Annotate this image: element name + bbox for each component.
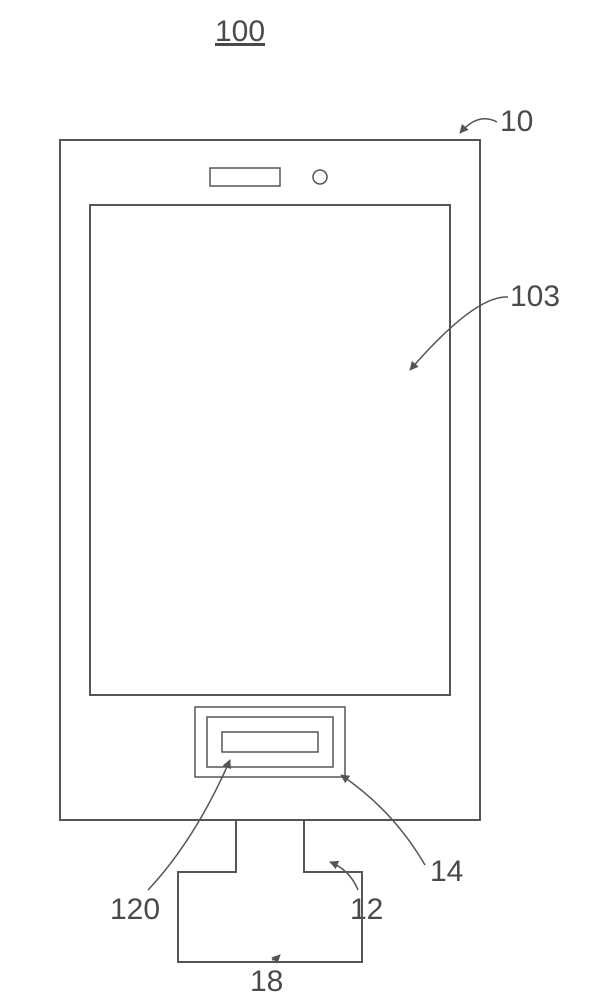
leader-port-inner bbox=[148, 760, 230, 890]
port-mid-rect bbox=[207, 717, 333, 767]
diagram-svg bbox=[0, 0, 606, 1000]
screen-rect bbox=[90, 205, 450, 695]
leader-connector-stem bbox=[330, 862, 358, 890]
port-inner-rect bbox=[222, 732, 318, 752]
speaker-slot-rect bbox=[210, 168, 280, 186]
leader-screen bbox=[410, 297, 508, 370]
leader-connector-base bbox=[272, 955, 280, 960]
leader-outer-body bbox=[460, 119, 497, 133]
camera-dot bbox=[313, 170, 327, 184]
connector-outline bbox=[178, 820, 362, 962]
outer-body-rect bbox=[60, 140, 480, 820]
